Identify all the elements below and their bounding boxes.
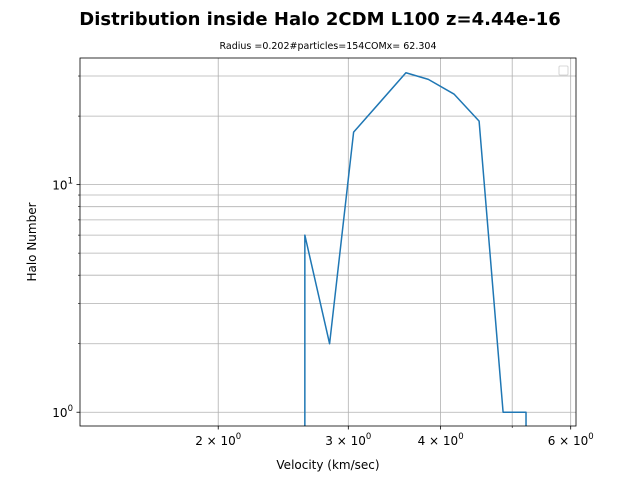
chart-subtitle: Radius =0.202#particles=154COMx= 62.304	[219, 41, 436, 52]
x-tick-label: 2 × 100	[195, 432, 241, 448]
x-tick-label: 4 × 100	[418, 432, 464, 448]
series-line	[304, 72, 527, 426]
x-axis-label: Velocity (km/sec)	[276, 458, 379, 472]
plot-frame	[79, 57, 577, 427]
x-tick-label: 6 × 100	[548, 432, 594, 448]
chart-title: Distribution inside Halo 2CDM L100 z=4.4…	[79, 9, 561, 30]
y-axis-label: Halo Number	[25, 202, 39, 281]
series-layer	[304, 72, 527, 426]
grid	[80, 58, 576, 426]
x-tick-label: 3 × 100	[325, 432, 371, 448]
y-tick-label: 101	[52, 177, 73, 193]
legend-box	[558, 65, 569, 76]
y-tick-label: 100	[52, 404, 73, 420]
ticks: 2 × 100 3 × 100 4 × 100 6 × 100 100 101	[52, 75, 594, 448]
